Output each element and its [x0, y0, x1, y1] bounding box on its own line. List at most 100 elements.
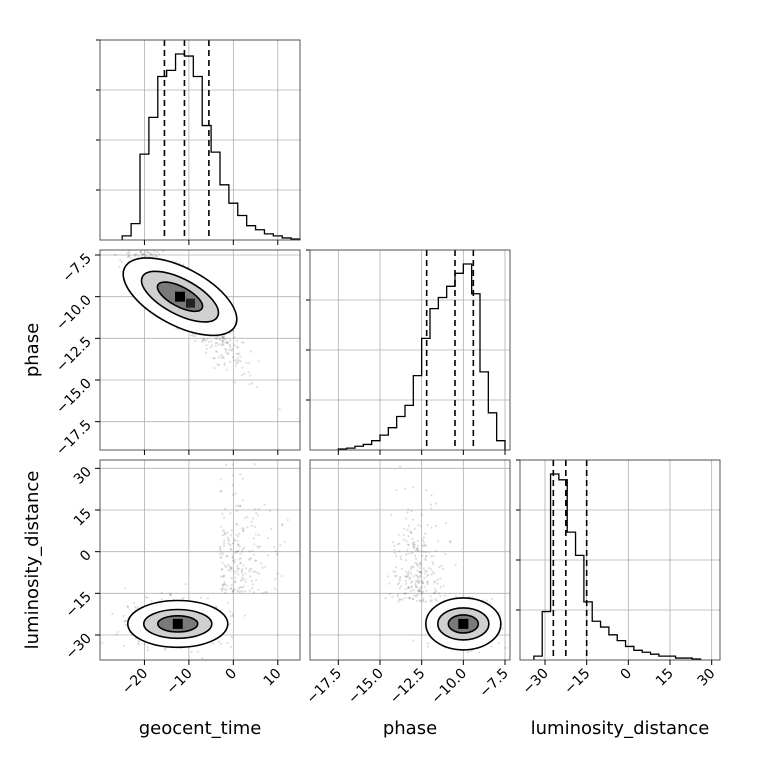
scatter-point	[141, 253, 144, 257]
panel-frame	[99, 459, 301, 661]
scatter-point	[138, 247, 140, 249]
scatter-point	[229, 610, 232, 613]
scatter-cloud	[92, 208, 281, 411]
scatter-point	[121, 246, 123, 248]
scatter-point	[170, 241, 172, 243]
scatter-point	[242, 341, 245, 344]
scatter-point	[219, 642, 223, 645]
scatter-point	[235, 550, 238, 553]
scatter-point	[421, 599, 425, 602]
scatter-point	[127, 250, 131, 252]
scatter-point	[214, 344, 218, 347]
x-tick-label: −30	[520, 666, 552, 698]
scatter-point	[423, 557, 426, 560]
scatter-point	[118, 247, 120, 249]
scatter-point	[233, 344, 236, 347]
scatter-point	[239, 473, 242, 476]
scatter-point	[223, 588, 226, 591]
scatter-point	[404, 574, 407, 578]
scatter-point	[478, 651, 481, 654]
scatter-point	[267, 537, 270, 540]
scatter-point	[422, 544, 425, 547]
scatter-point	[205, 347, 209, 350]
scatter-point	[392, 570, 395, 573]
scatter-point	[226, 342, 229, 345]
scatter-point	[485, 599, 489, 602]
scatter-point	[422, 567, 425, 570]
scatter-point	[223, 362, 226, 365]
scatter-point	[224, 532, 227, 535]
scatter-point	[257, 588, 260, 591]
scatter-point	[439, 595, 442, 598]
scatter-point	[135, 247, 137, 249]
scatter-point	[225, 554, 228, 558]
scatter-point	[411, 551, 415, 554]
scatter-point	[240, 527, 244, 530]
scatter-point	[222, 575, 225, 579]
scatter-point	[138, 240, 140, 242]
scatter-point	[230, 566, 233, 569]
scatter-point	[435, 599, 438, 602]
scatter-point	[390, 513, 393, 516]
scatter-point	[244, 580, 247, 583]
x-tick-label: 0	[618, 666, 636, 684]
x-tick-label: −20	[119, 666, 151, 698]
scatter-point	[107, 229, 109, 231]
scatter-point	[419, 575, 422, 578]
scatter-point	[209, 346, 212, 349]
y-tick-label: 30	[71, 464, 95, 488]
scatter-point	[121, 247, 123, 249]
scatter-point	[419, 562, 422, 565]
scatter-point	[239, 586, 242, 589]
scatter-point	[224, 583, 227, 586]
scatter-point	[426, 523, 429, 527]
scatter-point	[220, 568, 223, 571]
scatter-point	[257, 534, 261, 537]
scatter-point	[233, 558, 236, 562]
scatter-point	[429, 595, 432, 598]
panel-frame	[309, 249, 511, 451]
scatter-point	[235, 359, 238, 362]
scatter-point	[122, 232, 124, 234]
scatter-point	[222, 544, 226, 547]
scatter-point	[219, 338, 222, 342]
scatter-point	[412, 545, 415, 549]
scatter-point	[253, 463, 256, 466]
scatter-point	[221, 338, 224, 341]
scatter-point	[92, 208, 94, 210]
scatter-point	[238, 558, 241, 561]
scatter-point	[253, 543, 256, 546]
scatter-point	[121, 228, 123, 230]
scatter-point	[396, 595, 399, 598]
scatter-point	[237, 573, 240, 576]
scatter-point	[490, 645, 493, 648]
scatter-point	[235, 339, 239, 342]
scatter-point	[240, 590, 243, 593]
scatter-point	[440, 564, 443, 567]
x-tick-label: −17.5	[304, 666, 346, 708]
scatter-point	[401, 598, 404, 601]
scatter-point	[404, 575, 408, 578]
scatter-point	[227, 540, 230, 543]
scatter-point	[286, 518, 289, 522]
scatter-point	[237, 544, 240, 547]
scatter-point	[225, 368, 228, 371]
scatter-point	[223, 581, 226, 584]
scatter-point	[418, 561, 422, 565]
scatter-point	[239, 355, 242, 358]
scatter-point	[425, 555, 428, 558]
scatter-point	[236, 539, 239, 543]
scatter-point	[414, 582, 417, 585]
scatter-point	[497, 642, 500, 645]
scatter-point	[236, 567, 239, 570]
scatter-point	[438, 565, 441, 569]
scatter-point	[235, 352, 238, 355]
scatter-point	[242, 527, 245, 530]
scatter-point	[253, 553, 256, 556]
scatter-point	[223, 539, 226, 542]
scatter-point	[254, 533, 258, 536]
scatter-point	[233, 580, 236, 583]
scatter-point	[230, 587, 233, 590]
scatter-point	[414, 584, 417, 587]
scatter-point	[420, 513, 423, 516]
